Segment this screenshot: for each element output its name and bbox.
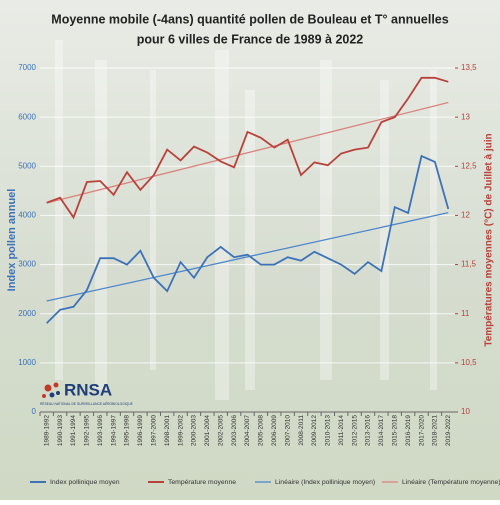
y-tick-label: 7000 <box>18 63 36 72</box>
x-tick-label: 2016-2019 <box>405 415 412 446</box>
logo-name: RNSA <box>64 380 112 399</box>
x-tick-label: 2010-2013 <box>325 415 332 446</box>
x-tick-label: 1995-1998 <box>124 415 131 446</box>
y2-tick-label: 13,5 <box>461 63 477 72</box>
x-tick-label: 1991-1994 <box>70 415 77 446</box>
y-tick-label: 1000 <box>18 358 36 367</box>
y-tick-label: 6000 <box>18 112 36 121</box>
x-tick-label: 1997-2000 <box>151 415 158 446</box>
x-tick-label: 2019-2022 <box>445 415 452 446</box>
y2-axis-title: Températures moyennes (°C) de Juillet à … <box>484 133 495 346</box>
y2-tick-label: 13 <box>461 112 470 121</box>
y-tick-label: 0 <box>32 407 37 416</box>
legend-label: Linéaire (Température moyenne) <box>402 479 500 486</box>
y-tick-label: 5000 <box>18 161 36 170</box>
x-tick-label: 2002-2005 <box>217 415 224 446</box>
x-tick-label: 1989-1992 <box>43 415 50 446</box>
y-tick-label: 2000 <box>18 309 36 318</box>
x-tick-label: 2012-2015 <box>351 415 358 446</box>
x-tick-label: 2014-2017 <box>378 415 385 446</box>
x-tick-label: 1993-1996 <box>97 415 104 446</box>
logo: RNSA RÉSEAU NATIONAL DE SURVEILLANCE AÉR… <box>40 380 134 405</box>
y-tick-label: 4000 <box>18 211 36 220</box>
x-tick-label: 1994-1997 <box>110 415 117 446</box>
x-tick-label: 2013-2016 <box>365 415 372 446</box>
x-tick-label: 2011-2014 <box>338 415 345 446</box>
x-tick-label: 2001-2004 <box>204 415 211 446</box>
x-tick-label: 2004-2007 <box>244 415 251 446</box>
x-tick-label: 2007-2010 <box>284 415 291 446</box>
legend-label: Index pollinique moyen <box>50 479 120 486</box>
y2-tick-label: 11,5 <box>461 260 477 269</box>
data-line <box>46 154 450 324</box>
x-tick-label: 2017-2020 <box>418 415 425 446</box>
x-tick-label: 1996-1999 <box>137 415 144 446</box>
x-tick-label: 2009-2012 <box>311 415 318 446</box>
x-tick-label: 1992-1995 <box>84 415 91 446</box>
data-line <box>46 76 449 220</box>
x-tick-label: 1990-1993 <box>57 415 64 446</box>
x-tick-label: 2003-2006 <box>231 415 238 446</box>
y2-tick-label: 12 <box>461 211 470 220</box>
y2-tick-label: 10 <box>461 407 470 416</box>
x-tick-label: 2008-2011 <box>298 415 305 446</box>
legend-label: Linéaire (Index pollinique moyen) <box>275 479 375 486</box>
x-tick-label: 2006-2009 <box>271 415 278 446</box>
x-tick-label: 1999-2002 <box>177 415 184 446</box>
y2-tick-label: 11 <box>461 309 470 318</box>
y-tick-label: 3000 <box>18 260 36 269</box>
legend-label: Température moyenne <box>168 479 236 486</box>
y2-tick-label: 10,5 <box>461 358 477 367</box>
y-axis-title: Index pollen annuel <box>6 189 18 292</box>
x-tick-label: 2000-2003 <box>191 415 198 446</box>
tree-trunks <box>55 40 437 400</box>
x-tick-label: 1998-2001 <box>164 415 171 446</box>
logo-subtitle: RÉSEAU NATIONAL DE SURVEILLANCE AÉROBIOL… <box>40 401 134 406</box>
x-tick-label: 2005-2008 <box>258 415 265 446</box>
x-tick-label: 2015-2018 <box>391 415 398 446</box>
x-tick-label: 2018-2021 <box>432 415 439 446</box>
chart-title: pour 6 villes de France de 1989 à 2022 <box>137 32 364 46</box>
trend-line <box>46 101 449 204</box>
y2-tick-label: 12,5 <box>461 161 477 170</box>
chart-title: Moyenne mobile (-4ans) quantité pollen d… <box>51 12 448 26</box>
trend-line <box>46 211 449 302</box>
